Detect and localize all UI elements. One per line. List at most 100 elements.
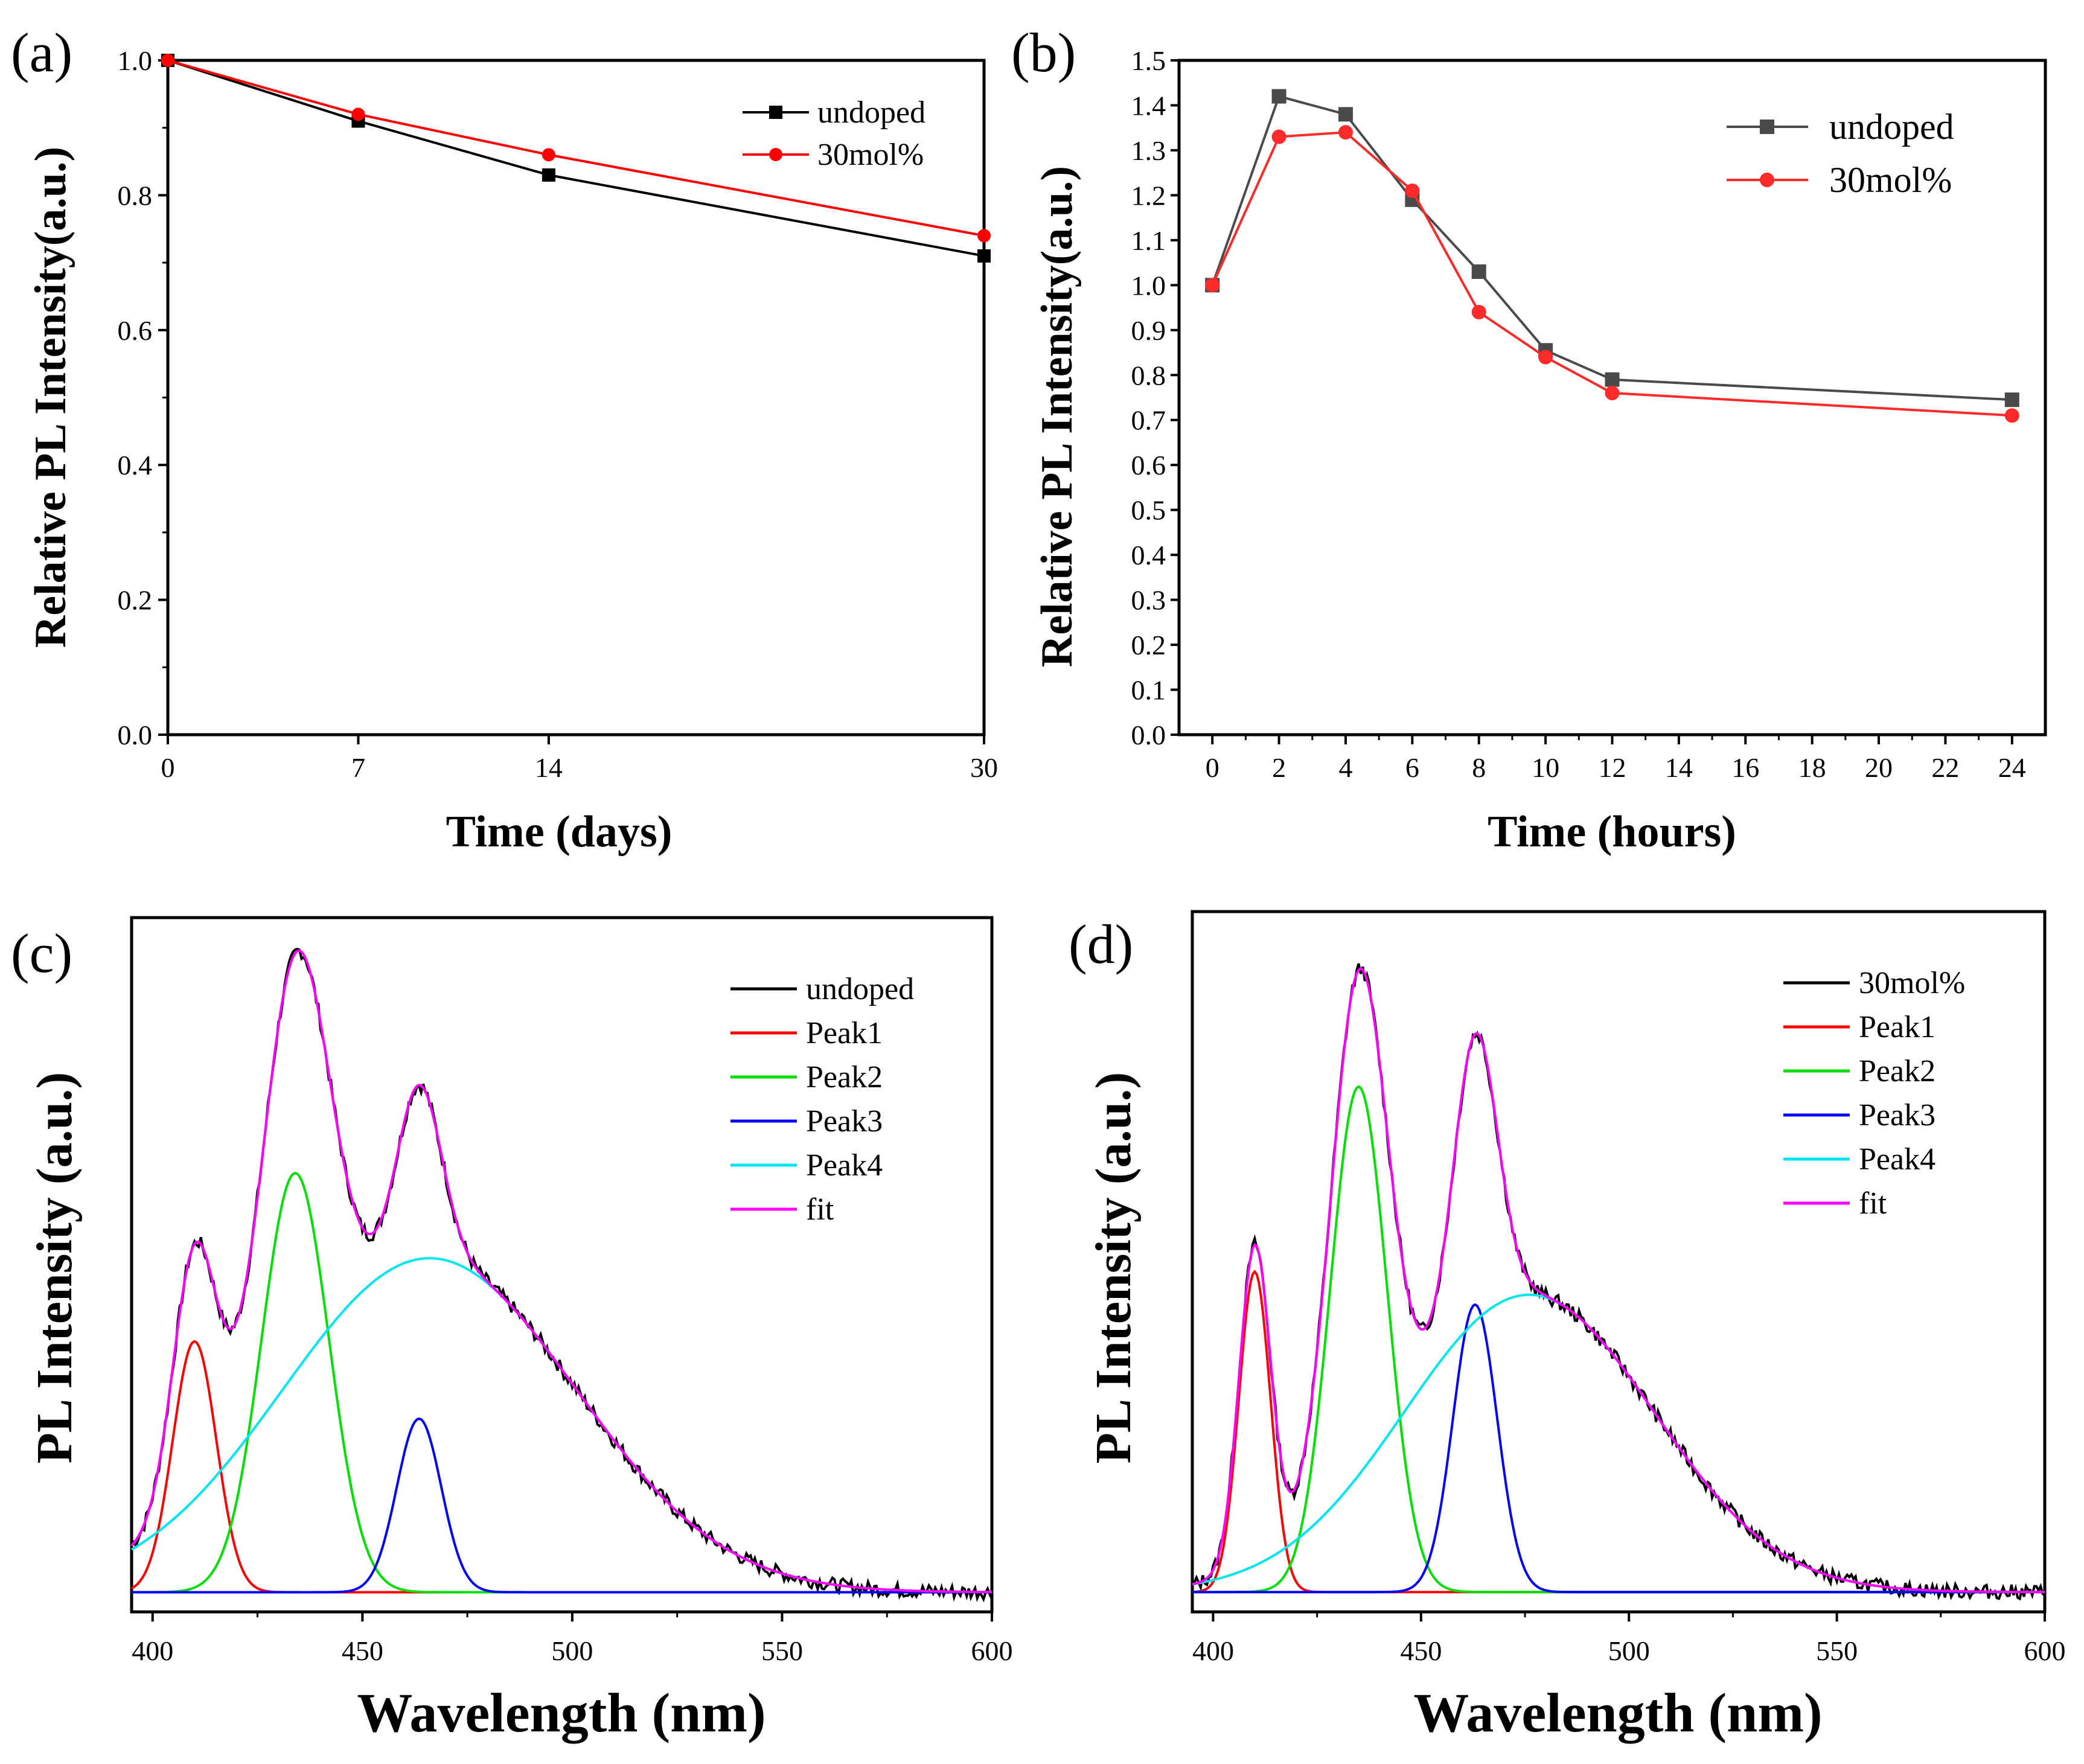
panel-b-y-tick-label: 0.1 [1131,675,1166,706]
panel-a-y-tick-label: 0.8 [118,180,153,211]
panel-b-y-tick-label: 0.6 [1131,450,1166,481]
panel-c-x-axis-title: Wavelength (nm) [357,1682,766,1743]
panel-b-series-0-point [1338,107,1353,122]
panel-a-x-tick-label: 0 [161,752,175,783]
panel-a-legend-marker [769,106,782,119]
panel-b-y-tick-label: 1.3 [1131,135,1166,166]
panel-b-legend-label: undoped [1829,107,1954,147]
panel-a-y-tick-label: 0.2 [118,585,153,616]
panel-d-fit-line [1192,967,2045,1594]
panel-b-x-tick-label: 4 [1338,752,1352,783]
panel-a-y-tick-label: 0.6 [118,315,153,346]
panel-c-legend-label: Peak1 [806,1016,883,1050]
panel-b-series-1-point [1205,278,1220,293]
panel-b-y-tick-label: 0.9 [1131,315,1166,346]
panel-a-legend-marker [769,148,782,161]
panel-b-y-tick-label: 1.4 [1131,90,1166,121]
panel-b-series-0-point [1605,372,1620,387]
panel-b-x-tick-label: 0 [1206,752,1219,783]
panel-a-y-tick-label: 0.4 [118,450,153,481]
panel-c-legend-label: undoped [806,972,914,1006]
panel-b-series-1-line [1211,131,2012,417]
panel-d-legend-label: Peak1 [1859,1010,1935,1044]
panel-b-series-1-point [2004,408,2019,423]
panel-b-series-1-point [1538,350,1553,365]
panel-c-x-tick-label: 500 [551,1635,593,1666]
panel-b-y-tick-label: 1.1 [1131,225,1166,256]
panel-b-y-tick-label: 0.7 [1131,405,1166,436]
panel-d-frame [1191,910,2047,1614]
panel-a-x-axis-title: Time (days) [446,807,673,857]
panel-a-y-axis-title: Relative PL Intensity(a.u.) [26,147,75,648]
panel-b-series-1-point [1405,183,1420,198]
panel-b-series-0-point [1271,89,1287,104]
panel-b-series-0-line [1211,95,2012,401]
panel-b-series-0-point [1471,264,1486,279]
panel-b-y-axis-title: Relative PL Intensity(a.u.) [1032,166,1082,667]
panel-d-legend-label: Peak2 [1859,1054,1935,1088]
panel-b-x-tick-label: 8 [1472,752,1486,783]
panel-b-x-tick-label: 16 [1731,752,1759,783]
panel-c-legend-label: fit [806,1192,834,1227]
panel-b-y-tick-label: 0.4 [1131,540,1166,570]
panel-d-peak3-line [1192,1303,2045,1594]
panel-b-series-1-point [1605,386,1620,401]
panel-label-a: (a) [11,22,72,83]
panel-c-x-tick-label: 550 [761,1635,803,1666]
panel-b-series-0-point [2004,392,2019,407]
panel-c-legend-label: Peak4 [806,1148,883,1183]
panel-d-y-axis-title: PL Intensity (a.u.) [1085,1072,1142,1464]
panel-b-legend-marker [1760,120,1774,134]
panel-b-x-tick-label: 24 [1998,752,2026,783]
panel-b-x-tick-label: 20 [1865,752,1893,783]
panel-b-y-tick-label: 0.5 [1131,495,1166,526]
panel-b-series-1-point [1271,129,1287,144]
panel-d-x-tick-label: 400 [1192,1635,1234,1666]
panel-b-x-tick-label: 6 [1405,752,1419,783]
panel-c-legend-label: Peak2 [806,1060,883,1095]
panel-c-legend-label: Peak3 [806,1104,883,1139]
panel-b-x-tick-label: 14 [1665,752,1693,783]
panel-a-series-1-point [161,54,174,67]
panel-a-y-tick-label: 1.0 [118,45,153,76]
panel-b-y-tick-label: 0.0 [1131,720,1166,750]
panel-a-series-1-point [351,107,365,121]
panel-a-legend-label: undoped [817,95,925,130]
panel-c-y-axis-title: PL Intensity (a.u.) [27,1072,83,1464]
panel-b-x-tick-label: 18 [1798,752,1826,783]
panel-b-series-1-point [1471,305,1486,320]
panel-c-x-tick-label: 600 [971,1635,1013,1666]
panel-d-x-tick-label: 600 [2024,1635,2066,1666]
panel-d-legend-label: 30mol% [1859,966,1965,1000]
panel-c-x-tick-label: 450 [342,1635,383,1666]
panel-b-y-tick-label: 1.5 [1131,45,1166,76]
panel-b-x-tick-label: 22 [1931,752,1959,783]
panel-a-y-tick-label: 0.0 [118,720,153,750]
panel-a-series-0-point [542,168,555,182]
panel-d-x-tick-label: 450 [1400,1635,1442,1666]
panel-a-x-tick-label: 30 [970,752,998,783]
panel-b-series-1-point [1338,125,1353,140]
panel-b-x-tick-label: 2 [1272,752,1286,783]
panel-a-series-0-point [977,249,991,263]
panel-c-frame [130,916,994,1614]
panel-c-x-tick-label: 400 [132,1635,173,1666]
panel-d-x-tick-label: 500 [1608,1635,1650,1666]
panel-a-legend-label: 30mol% [817,138,924,172]
panel-b-y-tick-label: 1.2 [1131,180,1166,211]
panel-d-legend-label: Peak3 [1859,1098,1935,1133]
panel-a-x-tick-label: 7 [351,752,365,783]
panel-b-legend-marker [1760,173,1774,187]
panel-d-x-tick-label: 550 [1816,1635,1858,1666]
panel-label-d: (d) [1069,913,1133,975]
panel-d-x-axis-title: Wavelength (nm) [1413,1682,1822,1743]
panel-d-legend-label: fit [1859,1186,1887,1221]
panel-b-x-tick-label: 10 [1532,752,1559,783]
panel-b-legend-label: 30mol% [1829,160,1952,200]
panel-a-x-tick-label: 14 [535,752,563,783]
panel-a-series-1-point [542,148,555,162]
panel-b-x-axis-title: Time (hours) [1488,807,1736,857]
panel-a-series-0-line [167,59,985,257]
panel-a-series-1-point [977,229,991,243]
panel-b-x-tick-label: 12 [1599,752,1626,783]
